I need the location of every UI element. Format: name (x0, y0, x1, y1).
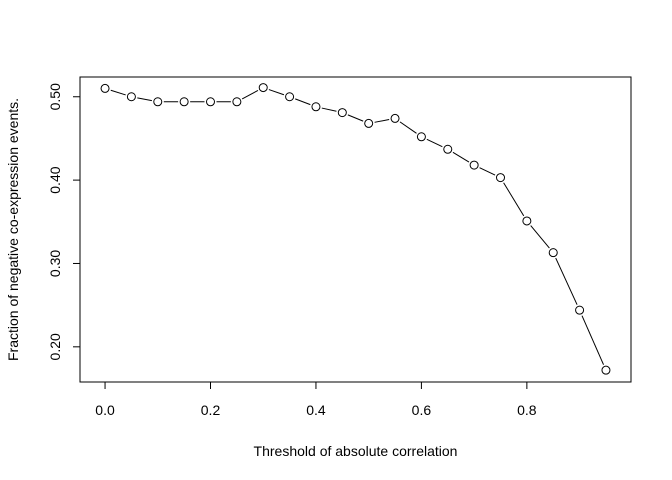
data-point (311, 102, 321, 112)
data-point (416, 132, 426, 142)
x-tick-label: 0.4 (306, 402, 326, 418)
series-line-segment (581, 315, 604, 365)
y-axis: 0.20 0.30 0.40 0.50 (47, 83, 81, 360)
series-line-segment (295, 98, 311, 106)
data-point (364, 118, 374, 128)
series-line-segment (426, 138, 443, 148)
series-line-segment (241, 89, 259, 100)
series-line-segment (321, 107, 337, 112)
series-layer (100, 83, 611, 375)
data-point (126, 92, 136, 102)
data-point (258, 83, 268, 93)
series-line-segment (479, 167, 496, 176)
y-tick-label: 0.50 (47, 83, 63, 110)
x-axis-label: Threshold of absolute correlation (254, 443, 458, 459)
x-tick-label: 0.2 (201, 402, 221, 418)
series-line-segment (452, 151, 470, 163)
data-point (469, 160, 479, 170)
x-tick-label: 0.6 (412, 402, 432, 418)
data-point (575, 305, 585, 315)
series-line-segment (374, 119, 390, 123)
x-tick-label: 0.8 (517, 402, 537, 418)
data-point (548, 248, 558, 258)
x-axis: 0.0 0.2 0.4 0.6 0.8 (95, 381, 537, 418)
data-point (601, 365, 611, 375)
series-line-segment (530, 225, 550, 249)
series-line-segment (137, 97, 152, 102)
y-tick-label: 0.30 (47, 250, 63, 277)
y-axis-label: Fraction of negative co-expression event… (5, 98, 21, 361)
y-tick-label: 0.40 (47, 166, 63, 193)
data-point (285, 92, 295, 102)
series-line-segment (555, 257, 578, 305)
data-point (443, 144, 453, 154)
series-line-segment (503, 182, 525, 217)
data-point (390, 113, 400, 123)
series-line-segment (110, 89, 126, 96)
data-point (337, 108, 347, 118)
data-point (206, 97, 215, 107)
series-line-segment (347, 114, 364, 122)
x-tick-label: 0.0 (95, 402, 115, 418)
series-line-segment (399, 121, 417, 134)
plot-box (79, 76, 632, 383)
series-line-segment (268, 89, 285, 96)
data-point (232, 97, 242, 107)
data-point (100, 83, 110, 93)
data-point (153, 97, 163, 107)
data-point (496, 173, 505, 183)
data-point (522, 216, 532, 226)
data-point (179, 97, 189, 107)
y-tick-label: 0.20 (47, 333, 63, 360)
